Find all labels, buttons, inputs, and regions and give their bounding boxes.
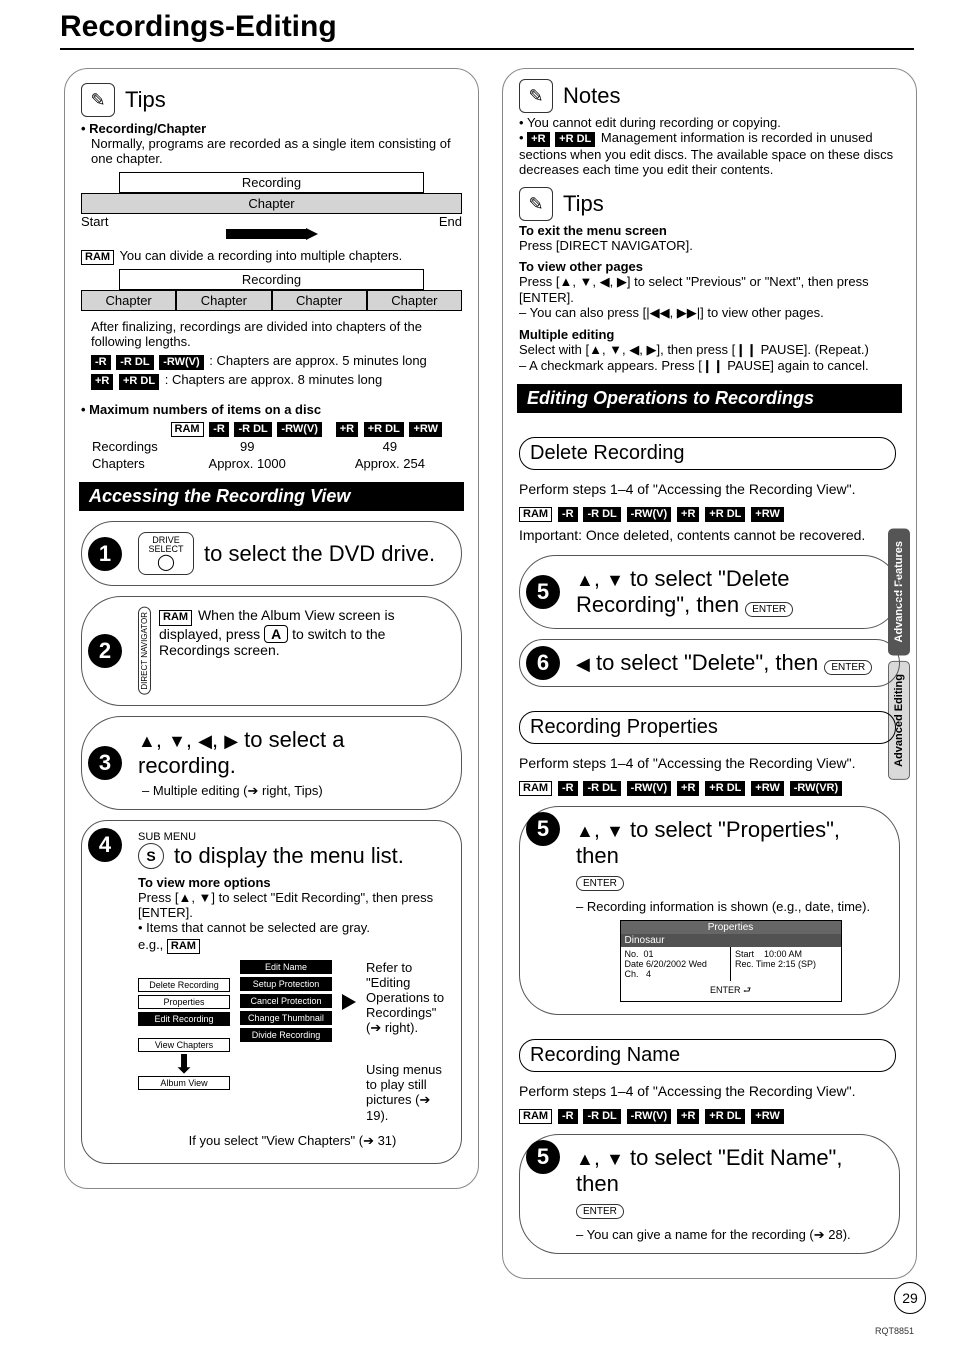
right-panel: ✎ Notes • You cannot edit during recordi… — [502, 68, 917, 1279]
menu-cancel-protection: Cancel Protection — [240, 994, 332, 1008]
menu-bottom-note: Using menus to play still pictures (➔ 19… — [366, 1062, 447, 1123]
label-end: End — [439, 214, 462, 229]
head-props: Recording Properties — [519, 711, 896, 744]
step-2: 2 DIRECT NAVIGATOR RAM When the Album Vi… — [81, 596, 462, 706]
tips-other-1: Press [▲, ▼, ◀, ▶] to select "Previous" … — [519, 274, 900, 305]
enter-key-2: ENTER — [824, 660, 872, 675]
tips-multi-2: – A checkmark appears. Press [❙❙ PAUSE] … — [519, 358, 900, 374]
del-step-6: 6 ◀ to select "Delete", then ENTER — [519, 639, 900, 687]
name-step-5: 5 ▲, ▼ to select "Edit Name", then ENTER… — [519, 1134, 900, 1254]
tips-other-2: – You can also press [|◀◀, ▶▶|] to view … — [519, 305, 900, 321]
tips-icon: ✎ — [81, 83, 115, 117]
menu-change-thumb: Change Thumbnail — [240, 1011, 332, 1025]
menu-edit-recording: Edit Recording — [138, 1012, 230, 1026]
del-pre: Perform steps 1–4 of "Accessing the Reco… — [519, 480, 900, 499]
s-button: S — [138, 843, 164, 869]
band-editing: Editing Operations to Recordings — [517, 384, 902, 413]
del-step-5: 5 ▲, ▼ to select "Delete Recording", the… — [519, 555, 900, 629]
after-finalize: After finalizing, recordings are divided… — [91, 319, 462, 349]
enter-key-3: ENTER — [576, 876, 624, 891]
menu-divide-recording: Divide Recording — [240, 1028, 332, 1042]
name-pre: Perform steps 1–4 of "Accessing the Reco… — [519, 1082, 900, 1101]
menu-right-note: Refer to "Editing Operations to Recordin… — [366, 960, 447, 1036]
rec-chapter-text: Normally, programs are recorded as a sin… — [91, 136, 462, 166]
step-3: 3 ▲, ▼, ◀, ▶ to select a recording. – Mu… — [81, 716, 462, 810]
menu-edit-name: Edit Name — [240, 960, 332, 974]
tips-multi-head: Multiple editing — [519, 327, 900, 342]
tips-exit-head: To exit the menu screen — [519, 223, 900, 238]
a-button: A — [264, 625, 288, 643]
menu-setup-protection: Setup Protection — [240, 977, 332, 991]
footer-code: RQT8851 — [875, 1326, 914, 1336]
bar-chapter: Chapter — [81, 193, 462, 214]
step-1: 1 DRIVE SELECT ◯ to select the DVD drive… — [81, 521, 462, 587]
menu-delete-recording: Delete Recording — [138, 978, 230, 992]
prop-note: – Recording information is shown (e.g., … — [576, 899, 885, 914]
menu-album-view: Album View — [138, 1076, 230, 1090]
tips-other-head: To view other pages — [519, 259, 900, 274]
left-panel: ✎ Tips • Recording/Chapter Normally, pro… — [64, 68, 479, 1189]
head-delete: Delete Recording — [519, 437, 896, 470]
tips-title: Tips — [125, 87, 166, 113]
ram-divide-text: You can divide a recording into multiple… — [119, 248, 402, 263]
tips-icon-2: ✎ — [519, 187, 553, 221]
page-title: Recordings-Editing — [60, 10, 914, 44]
prop-step-5: 5 ▲, ▼ to select "Properties", then ENTE… — [519, 806, 900, 1015]
note1: You cannot edit during recording or copy… — [527, 115, 781, 130]
prop-pre: Perform steps 1–4 of "Accessing the Reco… — [519, 754, 900, 773]
max-items-head: Maximum numbers of items on a disc — [89, 402, 321, 417]
rec-chapter-head: Recording/Chapter — [89, 121, 206, 136]
del-important: Important: Once deleted, contents cannot… — [519, 526, 900, 545]
menu-properties: Properties — [138, 995, 230, 1009]
step-4: 4 SUB MENU S to display the menu list. T… — [81, 820, 462, 1164]
tips-exit-text: Press [DIRECT NAVIGATOR]. — [519, 238, 900, 253]
label-start: Start — [81, 214, 108, 229]
view-chapters-note: If you select "View Chapters" (➔ 31) — [138, 1133, 447, 1149]
band-accessing: Accessing the Recording View — [79, 482, 464, 511]
drive-select-button: DRIVE SELECT ◯ — [138, 532, 194, 576]
name-note: – You can give a name for the recording … — [576, 1227, 885, 1243]
enter-key-4: ENTER — [576, 1204, 624, 1219]
tips-multi-1: Select with [▲, ▼, ◀, ▶], then press [❙❙… — [519, 342, 900, 358]
notes-title: Notes — [563, 83, 620, 109]
bar-recording: Recording — [119, 172, 424, 193]
head-name: Recording Name — [519, 1039, 896, 1072]
view-more-head: To view more options — [138, 875, 447, 890]
direct-navigator-label: DIRECT NAVIGATOR — [138, 607, 151, 695]
page-number: 29 — [894, 1282, 926, 1314]
enter-key: ENTER — [745, 602, 793, 617]
disc-ram: RAM — [81, 250, 114, 265]
tips-title-2: Tips — [563, 191, 604, 217]
notes-icon: ✎ — [519, 79, 553, 113]
properties-box: Properties Dinosaur No. 01 Date 6/20/200… — [620, 920, 842, 1002]
